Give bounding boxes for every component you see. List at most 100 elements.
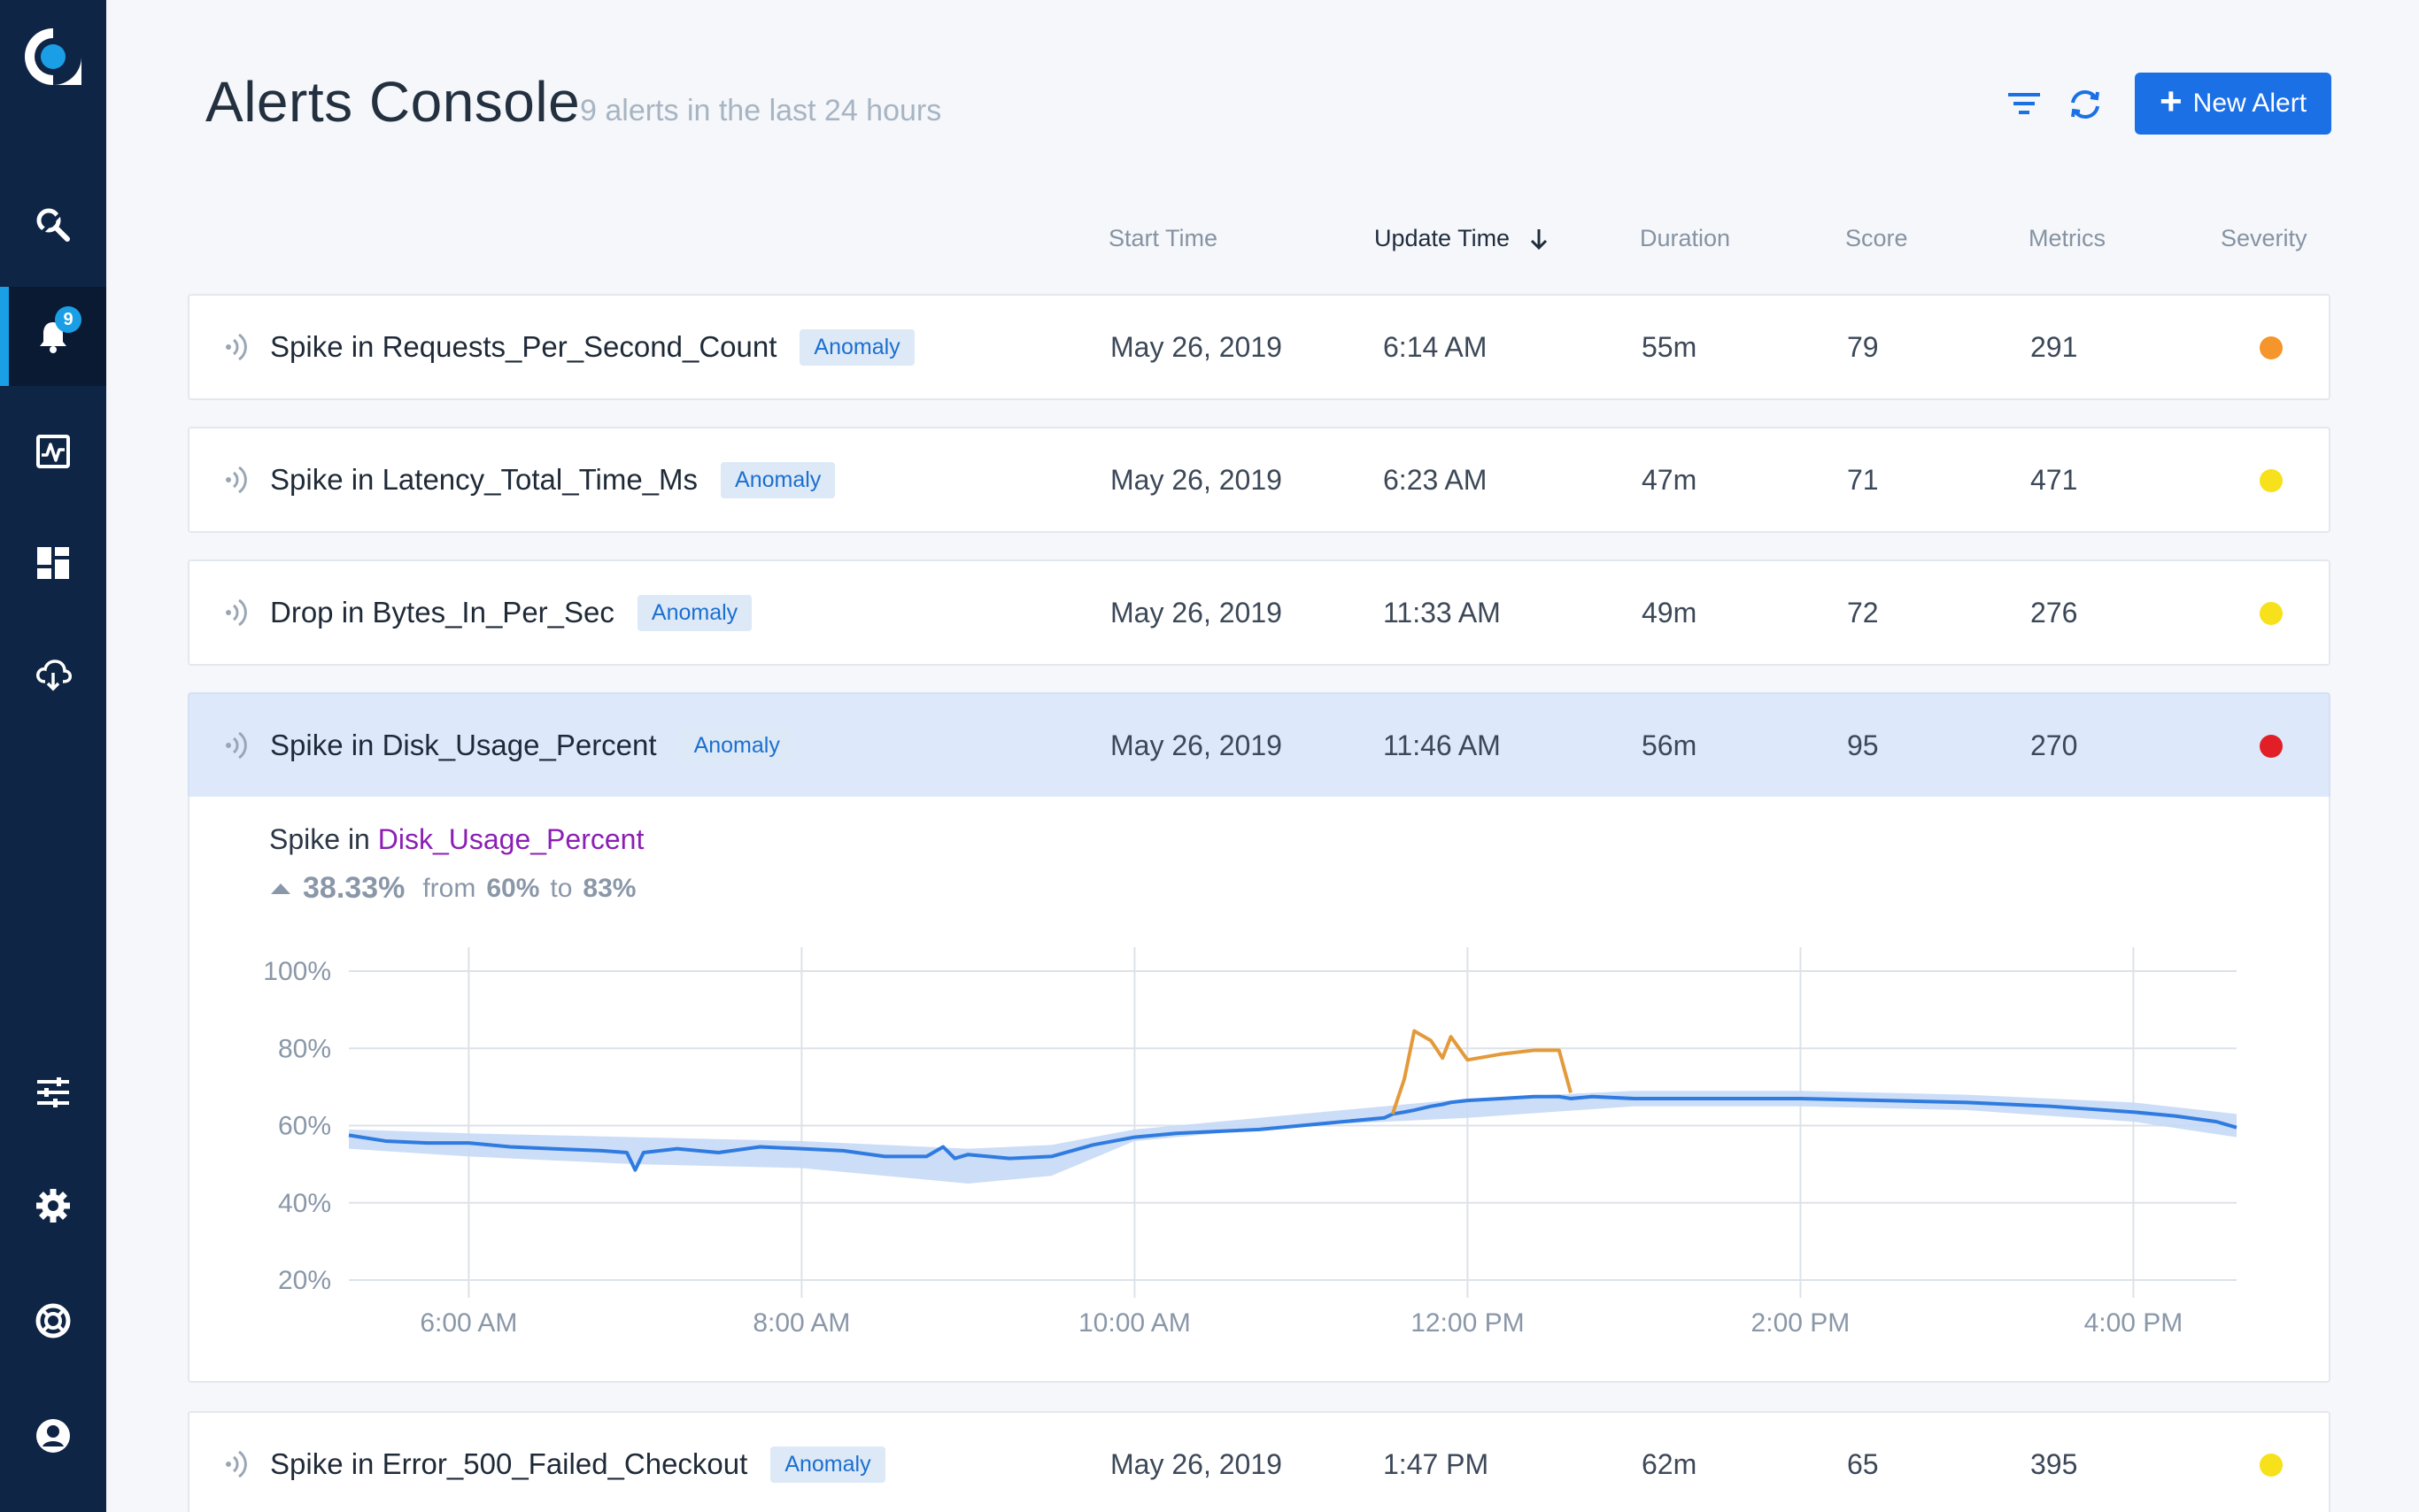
- alert-row[interactable]: Spike in Error_500_Failed_Checkout Anomal…: [188, 1411, 2330, 1512]
- start-time: May 26, 2019: [1110, 463, 1282, 496]
- nav-metrics[interactable]: [0, 402, 106, 501]
- signal-icon: [226, 466, 247, 494]
- plus-icon: +: [2159, 80, 2183, 123]
- severity-dot: [2260, 602, 2283, 625]
- from-word: from: [422, 873, 476, 903]
- start-time: May 26, 2019: [1110, 596, 1282, 629]
- alert-detail-panel: Spike in Disk_Usage_Percent 38.33% from …: [188, 797, 2330, 1383]
- detail-prefix: Spike in: [269, 823, 370, 855]
- update-time: 11:33 AM: [1383, 596, 1501, 629]
- page-subtitle: 9 alerts in the last 24 hours: [580, 94, 942, 127]
- score: 79: [1847, 330, 1879, 363]
- start-time: May 26, 2019: [1110, 1447, 1282, 1480]
- signal-icon: [226, 333, 247, 361]
- new-alert-button[interactable]: + New Alert: [2135, 73, 2331, 135]
- alert-row[interactable]: Spike in Latency_Total_Time_Ms Anomaly May…: [188, 427, 2330, 533]
- x-tick-label: 2:00 PM: [1751, 1308, 1851, 1338]
- duration: 47m: [1642, 463, 1697, 496]
- alert-name[interactable]: Spike in Error_500_Failed_Checkout: [270, 1447, 748, 1480]
- y-tick-label: 40%: [278, 1189, 331, 1218]
- nav-filters[interactable]: [0, 1043, 106, 1142]
- user-avatar-icon: [36, 1419, 70, 1453]
- metrics-count: 276: [2030, 596, 2078, 629]
- alert-name-cell: Spike in Disk_Usage_Percent Anomaly: [270, 694, 794, 797]
- alert-name[interactable]: Spike in Latency_Total_Time_Ms: [270, 463, 699, 496]
- signal-icon: [226, 598, 247, 627]
- notification-badge: 9: [55, 306, 81, 333]
- col-update-time[interactable]: Update Time: [1374, 225, 1511, 251]
- metrics-count: 270: [2030, 729, 2078, 761]
- alert-name[interactable]: Drop in Bytes_In_Per_Sec: [270, 596, 614, 629]
- filter-icon[interactable]: [2005, 85, 2044, 124]
- gear-icon: [36, 1189, 70, 1223]
- alert-row[interactable]: Spike in Disk_Usage_Percent Anomaly May 26…: [188, 692, 2330, 798]
- metric-chart: 100% 80% 60% 40% 20% 6:00 AM 8:00 AM 10:00 AM 12…: [263, 947, 2237, 1338]
- expected-range-band: [349, 1091, 2237, 1184]
- duration: 56m: [1642, 729, 1697, 761]
- nav-settings[interactable]: [0, 1156, 106, 1255]
- update-time: 6:23 AM: [1383, 463, 1488, 496]
- sort-down-arrow-icon[interactable]: [1528, 227, 1550, 251]
- anomaly-tag: Anomaly: [770, 1446, 885, 1483]
- refresh-icon[interactable]: [2066, 85, 2105, 124]
- metrics-count: 395: [2030, 1447, 2078, 1480]
- severity-dot: [2260, 1454, 2283, 1477]
- alert-name-cell: Spike in Latency_Total_Time_Ms Anomaly: [270, 428, 836, 531]
- score: 72: [1847, 596, 1879, 629]
- nav-profile[interactable]: [0, 1386, 106, 1485]
- y-tick-label: 100%: [263, 957, 331, 986]
- metrics-count: 291: [2030, 330, 2078, 363]
- update-time: 6:14 AM: [1383, 330, 1488, 363]
- change-percent: 38.33%: [303, 871, 406, 905]
- duration: 62m: [1642, 1447, 1697, 1480]
- from-value: 60%: [486, 873, 540, 903]
- alert-name[interactable]: Spike in Requests_Per_Second_Count: [270, 330, 777, 363]
- app-logo-icon[interactable]: [23, 27, 83, 87]
- activity-chart-icon: [36, 435, 70, 468]
- x-tick-label: 12:00 PM: [1410, 1308, 1524, 1338]
- x-tick-label: 10:00 AM: [1078, 1308, 1191, 1338]
- x-tick-label: 6:00 AM: [420, 1308, 517, 1338]
- nav-data-sources[interactable]: [0, 625, 106, 724]
- signal-icon: [226, 1450, 247, 1478]
- col-metrics[interactable]: Metrics: [2029, 225, 2106, 251]
- signal-icon: [226, 731, 247, 760]
- alert-row[interactable]: Spike in Requests_Per_Second_Count Anomal…: [188, 294, 2330, 400]
- col-duration[interactable]: Duration: [1640, 225, 1731, 251]
- nav-explore[interactable]: [0, 175, 106, 274]
- x-tick-label: 8:00 AM: [753, 1308, 850, 1338]
- severity-dot: [2260, 336, 2283, 359]
- y-tick-label: 60%: [278, 1112, 331, 1141]
- nav-alerts[interactable]: 9: [0, 287, 106, 386]
- y-tick-label: 20%: [278, 1266, 331, 1295]
- change-summary: 38.33% from 60% to 83%: [269, 871, 636, 906]
- alert-name[interactable]: Spike in Disk_Usage_Percent: [270, 729, 657, 761]
- new-alert-label: New Alert: [2192, 89, 2307, 118]
- detail-metric-link[interactable]: Disk_Usage_Percent: [377, 823, 645, 855]
- anomaly-series-line: [1390, 1029, 1573, 1115]
- anomaly-tag: Anomaly: [800, 328, 915, 366]
- col-start-time[interactable]: Start Time: [1109, 225, 1218, 251]
- explore-icon: [36, 208, 70, 242]
- actual-series-line: [348, 1094, 2237, 1172]
- duration: 55m: [1642, 330, 1697, 363]
- duration: 49m: [1642, 596, 1697, 629]
- severity-dot: [2260, 469, 2283, 492]
- x-tick-label: 4:00 PM: [2084, 1308, 2183, 1338]
- col-severity[interactable]: Severity: [2221, 225, 2307, 251]
- nav-support[interactable]: [0, 1271, 106, 1370]
- score: 65: [1847, 1447, 1879, 1480]
- alert-name-cell: Spike in Requests_Per_Second_Count Anomal…: [270, 296, 915, 398]
- cloud-download-icon: [36, 660, 72, 691]
- sidebar: 9: [0, 0, 106, 1512]
- anomaly-tag: Anomaly: [721, 461, 836, 498]
- alert-name-cell: Spike in Error_500_Failed_Checkout Anomal…: [270, 1413, 885, 1512]
- to-word: to: [550, 873, 573, 903]
- lifebuoy-icon: [35, 1303, 71, 1338]
- col-score[interactable]: Score: [1845, 225, 1908, 251]
- alert-row[interactable]: Drop in Bytes_In_Per_Sec Anomaly May 26, 2…: [188, 559, 2330, 666]
- metrics-count: 471: [2030, 463, 2078, 496]
- page-title: Alerts Console: [205, 70, 581, 134]
- nav-dashboards[interactable]: [0, 513, 106, 613]
- anomaly-tag: Anomaly: [637, 594, 753, 631]
